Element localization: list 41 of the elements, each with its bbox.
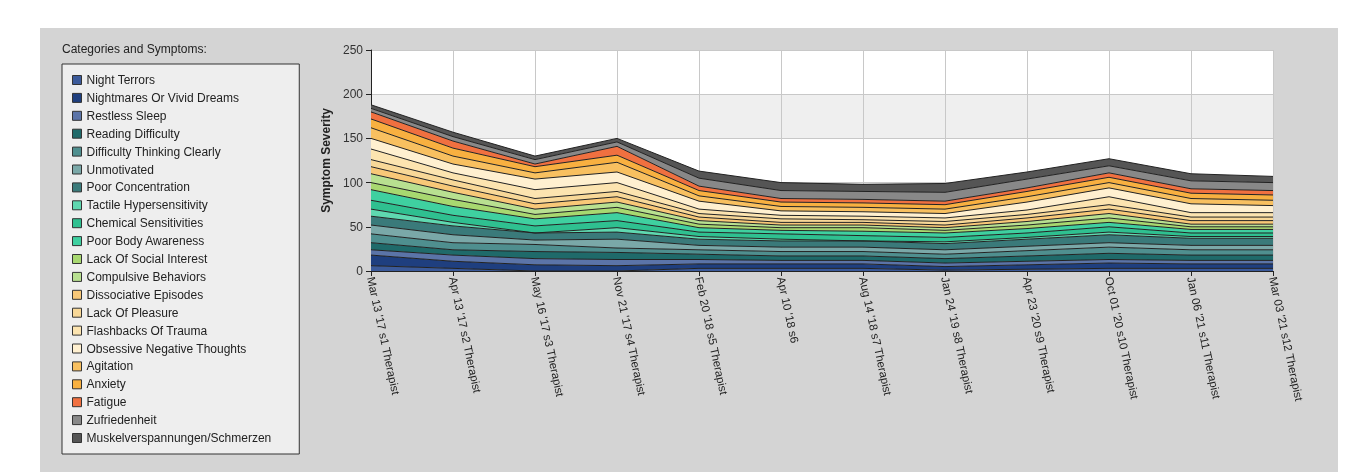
legend-label: Dissociative Episodes	[86, 287, 204, 302]
legend-label: Chemical Sensitivities	[86, 216, 204, 231]
legend-label: Lack Of Social Interest	[86, 252, 208, 266]
x-tick-label: Mar 13 '17 s1 Therapist	[365, 275, 403, 397]
legend-label: Compulsive Behaviors	[86, 269, 206, 284]
legend-label: Poor Body Awareness	[86, 234, 205, 249]
y-tick-label: 100	[342, 175, 364, 190]
x-tick-label: Apr 10 '18 s6	[775, 275, 801, 345]
x-tick-label: Aug 14 '18 s7 Therapist	[857, 275, 895, 398]
legend-label: Tactile Hypersensitivity	[86, 198, 208, 213]
legend-label: Zufriedenheit	[86, 413, 158, 428]
x-tick-label: Apr 23 '20 s9 Therapist	[1021, 275, 1058, 395]
x-tick-label: Mar 03 '21 s12 Therapist	[1267, 275, 1306, 403]
y-tick-label: 0	[356, 264, 364, 278]
legend-label: Difficulty Thinking Clearly	[86, 144, 221, 159]
legend-label: Flashbacks Of Trauma	[86, 323, 208, 338]
y-tick-label: 50	[349, 219, 364, 234]
legend-label: Lack Of Pleasure	[86, 305, 179, 320]
y-tick-label: 150	[342, 131, 364, 146]
y-tick-label: 200	[342, 87, 364, 102]
legend-label: Anxiety	[86, 377, 126, 392]
legend-label: Fatigue	[86, 395, 127, 410]
legend-label: Reading Difficulty	[86, 126, 180, 141]
legend-label: Night Terrors	[86, 73, 155, 87]
legend-label: Poor Concentration	[86, 180, 190, 195]
x-tick-label: Apr 13 '17 s2 Therapist	[447, 275, 484, 395]
legend-label: Unmotivated	[86, 162, 154, 177]
legend-label: Muskelverspannungen/Schmerzen	[86, 431, 272, 445]
x-tick-label: May 16 '17 s3 Therapist	[529, 275, 567, 399]
legend-label: Agitation	[86, 359, 134, 374]
legend-label: Restless Sleep	[86, 108, 167, 123]
x-tick-label: Oct 01 '20 s10 Therapist	[1103, 275, 1141, 401]
x-tick-label: Nov 21 '17 s4 Therapist	[611, 275, 649, 398]
x-tick-label: Jan 24 '19 s8 Therapist	[939, 275, 976, 396]
y-axis-title: Symptom Severity	[319, 107, 334, 213]
legend-label: Obsessive Negative Thoughts	[86, 341, 247, 356]
legend-label: Nightmares Or Vivid Dreams	[86, 90, 239, 105]
y-tick-label: 250	[342, 43, 364, 57]
legend-title: Categories and Symptoms:	[62, 42, 207, 56]
x-tick-label: Feb 20 '18 s5 Therapist	[693, 275, 731, 397]
x-tick-label: Jan 06 '21 s11 Therapist	[1185, 275, 1223, 401]
